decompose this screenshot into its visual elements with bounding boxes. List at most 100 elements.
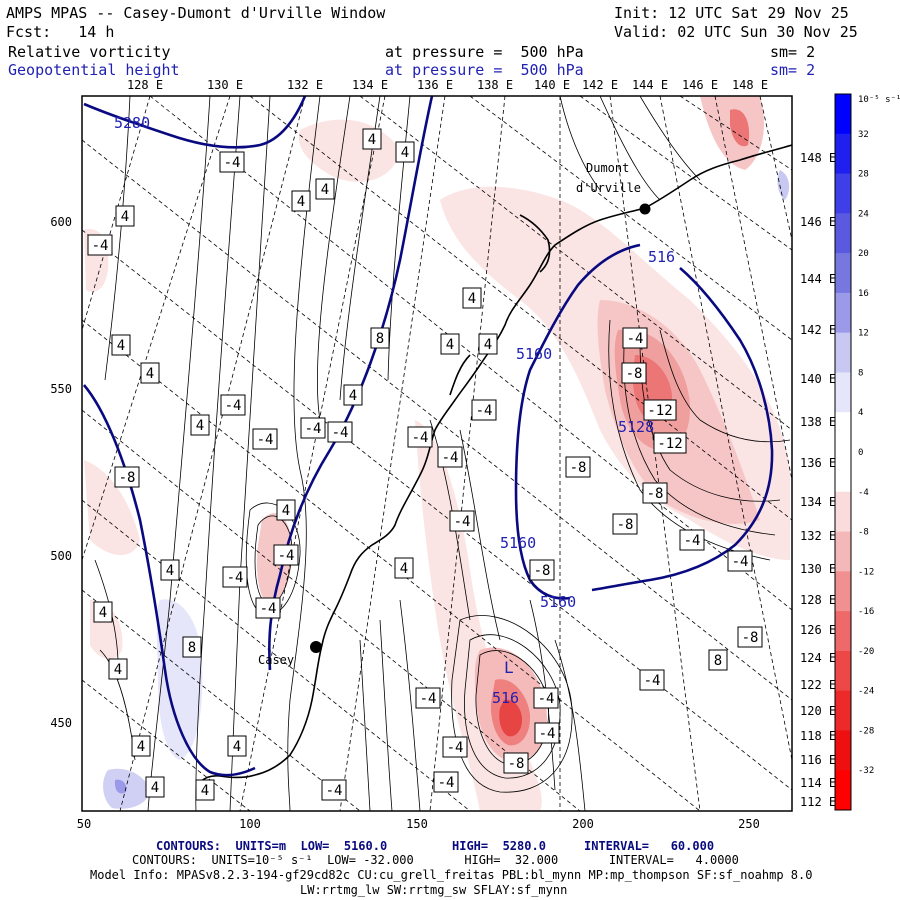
colorbar-swatch (835, 531, 851, 572)
colorbar-swatch (835, 412, 851, 453)
vorticity-label-box: 4 (440, 333, 460, 355)
vorticity-label-box: 4 (115, 205, 135, 227)
svg-text:4: 4 (468, 291, 476, 307)
vorticity-label-box: 4 (145, 776, 165, 798)
right-axis-label: 116 E (800, 753, 836, 767)
height-label-516: 516 (648, 248, 675, 266)
svg-text:-4: -4 (732, 554, 749, 570)
svg-text:4: 4 (233, 739, 241, 755)
svg-text:-4: -4 (412, 430, 429, 446)
vorticity-label-box: -4 (222, 566, 248, 588)
height-contour-labels: 5280 5160 5160 5160 5128 516 516 L (114, 114, 675, 707)
vorticity-label-box: -4 (321, 779, 347, 801)
svg-text:4: 4 (121, 209, 129, 225)
y-axis-label: 600 (50, 215, 72, 229)
footer-height-interval: INTERVAL= 60.000 (584, 839, 715, 853)
colorbar-swatch (835, 770, 851, 811)
svg-text:-4: -4 (476, 403, 493, 419)
vorticity-label-box: -4 (255, 597, 281, 619)
svg-text:-4: -4 (227, 570, 244, 586)
svg-text:4: 4 (201, 783, 209, 799)
svg-text:4: 4 (117, 338, 125, 354)
colorbar-label: 32 (858, 130, 869, 140)
colorbar-swatch (835, 372, 851, 413)
svg-text:-4: -4 (644, 673, 661, 689)
svg-text:-8: -8 (647, 486, 664, 502)
plot-title: AMPS MPAS -- Casey-Dumont d'Urville Wind… (6, 4, 386, 22)
height-label-5160-a: 5160 (516, 345, 552, 363)
vorticity-label-box: -8 (529, 559, 555, 581)
field2-smoothing: sm= 2 (770, 61, 816, 79)
top-axis-label: 148 E (732, 78, 768, 92)
footer-vort-contours: CONTOURS: UNITS=10⁻⁵ s⁻¹ LOW= -32.000 HI… (132, 853, 739, 867)
right-longitude-axis: 148 E 146 E 144 E 142 E 140 E 138 E 136 E 134 E… (800, 151, 836, 809)
height-label-5128: 5128 (618, 418, 654, 436)
colorbar-label: 20 (858, 249, 869, 259)
svg-text:-4: -4 (305, 421, 322, 437)
colorbar-swatch (835, 292, 851, 334)
right-axis-label: 136 E (800, 456, 836, 470)
colorbar-unit: 10⁻⁵ s⁻¹ (858, 95, 900, 105)
vorticity-label-box: 4 (227, 735, 247, 757)
colorbar-label: 16 (858, 289, 869, 299)
footer-model-info-2: LW:rrtmg_lw SW:rrtmg_sw SFLAY:sf_mynn (300, 883, 568, 897)
valid-time: Valid: 02 UTC Sun 30 Nov 25 (614, 23, 858, 41)
svg-text:-4: -4 (278, 548, 295, 564)
vorticity-label-box: 4 (395, 141, 415, 163)
colorbar-label: -20 (858, 647, 874, 657)
vorticity-label-box: 8 (182, 636, 202, 658)
x-axis-label: 100 (239, 817, 261, 831)
dumont-label-line1: Dumont (586, 161, 629, 175)
vorticity-label-box: 4 (93, 601, 113, 623)
vorticity-label-box: 4 (315, 178, 335, 200)
svg-text:4: 4 (321, 182, 329, 198)
svg-text:8: 8 (188, 640, 196, 656)
casey-station-marker (310, 641, 322, 653)
vorticity-label-box: -4 (87, 234, 113, 256)
svg-text:4: 4 (151, 780, 159, 796)
svg-text:-4: -4 (260, 601, 277, 617)
colorbar-swatch (835, 571, 851, 612)
svg-text:-12: -12 (647, 403, 672, 419)
right-axis-label: 148 E (800, 151, 836, 165)
svg-text:-4: -4 (538, 691, 555, 707)
x-axis-label: 250 (738, 817, 760, 831)
vorticity-label-box: -4 (219, 151, 245, 173)
vorticity-label-box: 4 (111, 334, 131, 356)
svg-text:4: 4 (446, 337, 454, 353)
svg-text:-4: -4 (332, 425, 349, 441)
vorticity-label-box: -4 (437, 446, 463, 468)
vorticity-label-box: 8 (370, 327, 390, 349)
colorbar-label: 8 (858, 368, 863, 378)
colorbar-swatch (835, 491, 851, 533)
coastline (199, 144, 792, 783)
svg-text:4: 4 (137, 739, 145, 755)
vorticity-label-box: 4 (462, 287, 482, 309)
svg-text:-4: -4 (326, 783, 343, 799)
colorbar-swatch (835, 332, 851, 373)
vorticity-label-box: -4 (407, 426, 433, 448)
footer-height-high: HIGH= 5280.0 (452, 839, 546, 853)
vorticity-label-box: -4 (300, 417, 326, 439)
vorticity-label-box: -4 (534, 722, 560, 744)
vorticity-label-box: -8 (642, 482, 668, 504)
colorbar-swatch (835, 213, 851, 254)
field2-pressure: at pressure = 500 hPa (385, 61, 584, 79)
x-axis-label: 150 (406, 817, 428, 831)
vorticity-label-box: -8 (114, 466, 140, 488)
vorticity-label-box: -4 (442, 736, 468, 758)
svg-text:-8: -8 (119, 470, 136, 486)
x-axis-label: 200 (572, 817, 594, 831)
colorbar-label: -24 (858, 687, 874, 697)
svg-text:4: 4 (297, 194, 305, 210)
forecast-hour: Fcst: 14 h (6, 23, 115, 41)
top-axis-label: 128 E (127, 78, 163, 92)
field2-name: Geopotential height (8, 61, 180, 79)
svg-text:-8: -8 (570, 460, 587, 476)
colorbar-swatch (835, 650, 851, 692)
right-axis-label: 144 E (800, 272, 836, 286)
colorbar-frame (834, 93, 852, 811)
right-axis-label: 114 E (800, 776, 836, 790)
svg-text:-4: -4 (257, 432, 274, 448)
colorbar-label: 12 (858, 329, 869, 339)
